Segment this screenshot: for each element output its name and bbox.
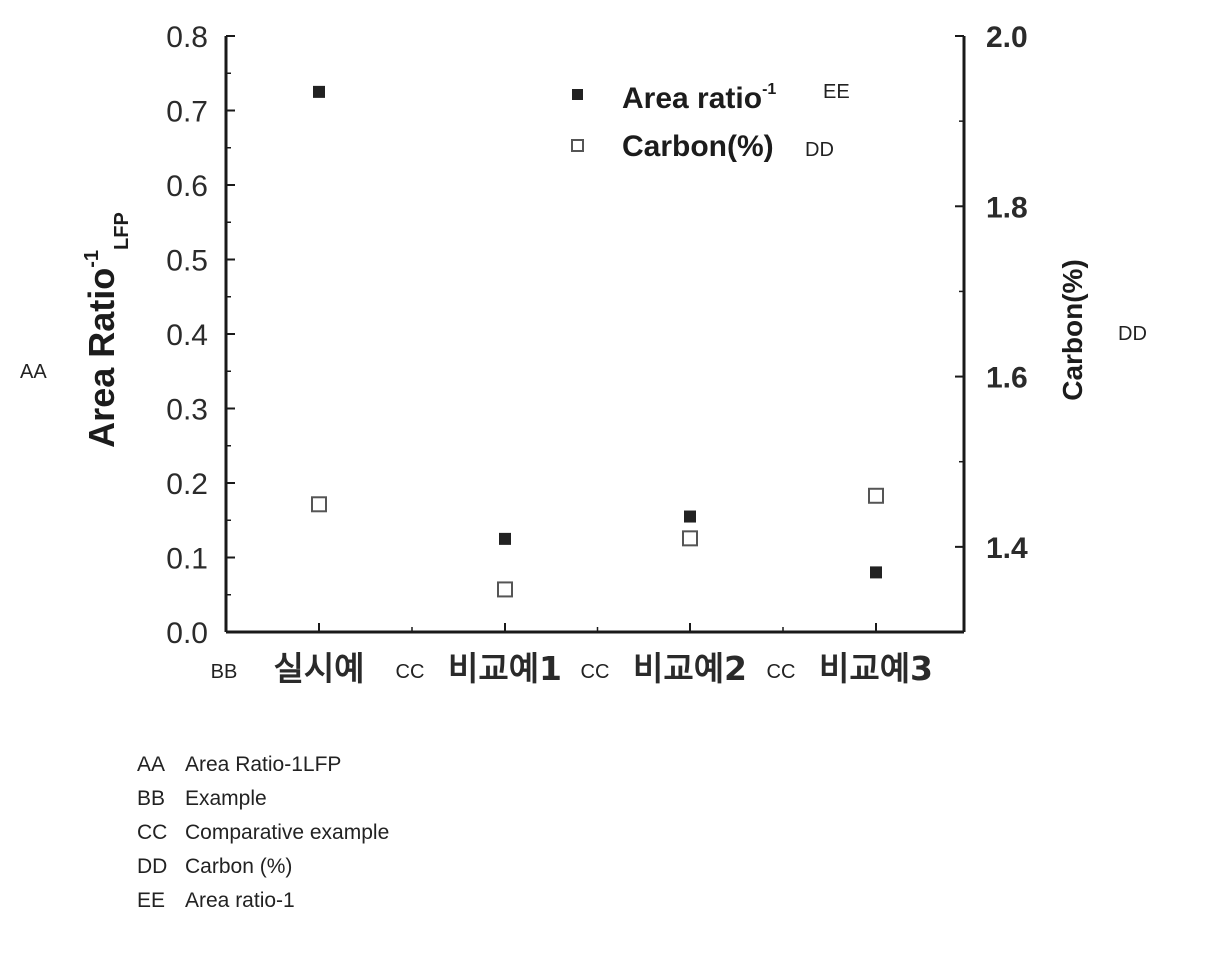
left-tick-label: 0.4 (166, 319, 208, 352)
area-ratio-point (870, 566, 882, 578)
left-tick-label: 0.7 (166, 96, 208, 129)
right-tick-label: 1.8 (986, 191, 1028, 224)
right-tick-label: 2.0 (986, 21, 1028, 54)
left-axis-title: Area Ratio-1 LFP (81, 212, 133, 448)
left-tick-label: 0.5 (166, 245, 208, 278)
glossary-item: EEArea ratio-1 (137, 884, 389, 918)
left-axis-title-sub: LFP (111, 212, 133, 250)
right-axis-code: DD (1118, 323, 1147, 345)
legend-item-area-ratio-sup: -1 (762, 81, 776, 98)
glossary-code: CC (137, 816, 185, 850)
legend-marker-open-square (572, 140, 583, 151)
x-tick-code: CC (581, 661, 610, 683)
plot-axes (226, 36, 964, 632)
left-tick-label: 0.3 (166, 394, 208, 427)
left-tick-label: 0.0 (166, 617, 208, 650)
carbon-point (498, 582, 512, 596)
legend-item-area-ratio-text: Area ratio (622, 82, 762, 115)
legend-marker-filled-square (572, 89, 583, 100)
glossary-item: DDCarbon (%) (137, 850, 389, 884)
glossary-meaning: Comparative example (185, 821, 389, 844)
legend-item-carbon-code: DD (805, 139, 834, 161)
glossary-item: AAArea Ratio-1LFP (137, 748, 389, 782)
area-ratio-point (684, 511, 696, 523)
x-tick-label: 비교예3 (819, 649, 933, 688)
x-tick-label: 비교예2 (633, 649, 747, 688)
glossary-code: DD (137, 850, 185, 884)
left-axis-title-main: Area Ratio (81, 268, 122, 448)
legend-item-area-ratio-code: EE (823, 81, 850, 103)
data-points (312, 86, 883, 597)
legend: Area ratio-1 EE Carbon(%) DD (572, 81, 850, 163)
carbon-point (312, 497, 326, 511)
glossary-meaning: Area Ratio-1LFP (185, 753, 341, 776)
right-axis-title: Carbon(%) (1057, 259, 1088, 401)
x-tick-label: 실시예 (273, 649, 364, 688)
x-tick-code: CC (396, 661, 425, 683)
chart: 0.0 0.1 0.2 0.3 0.4 0.5 0.6 0.7 0.8 1.4 1.6 1.8 2.0… (0, 0, 1209, 740)
left-tick-label: 0.2 (166, 468, 208, 501)
glossary-meaning: Area ratio-1 (185, 889, 295, 912)
x-tick-code: CC (767, 661, 796, 683)
left-tick-label: 0.8 (166, 21, 208, 54)
glossary-meaning: Carbon (%) (185, 855, 292, 878)
area-ratio-point (313, 86, 325, 98)
carbon-point (869, 489, 883, 503)
glossary-code: EE (137, 884, 185, 918)
glossary-code: BB (137, 782, 185, 816)
left-tick-label: 0.1 (166, 543, 208, 576)
right-tick-label: 1.6 (986, 362, 1028, 395)
left-tick-label: 0.6 (166, 170, 208, 203)
legend-item-carbon: Carbon(%) (622, 130, 774, 163)
legend-item-area-ratio: Area ratio-1 (622, 81, 776, 115)
carbon-point (683, 531, 697, 545)
glossary: AAArea Ratio-1LFP BBExample CCComparativ… (137, 748, 389, 918)
x-tick-label: 비교예1 (448, 649, 562, 688)
area-ratio-point (499, 533, 511, 545)
glossary-meaning: Example (185, 787, 267, 810)
glossary-code: AA (137, 748, 185, 782)
right-tick-label: 1.4 (986, 532, 1028, 565)
glossary-item: CCComparative example (137, 816, 389, 850)
left-axis-code: AA (20, 361, 47, 383)
left-axis-title-sup: -1 (81, 250, 103, 268)
right-axis-ticks: 1.4 1.6 1.8 2.0 (955, 21, 1028, 565)
x-tick-code: BB (211, 661, 238, 683)
glossary-item: BBExample (137, 782, 389, 816)
